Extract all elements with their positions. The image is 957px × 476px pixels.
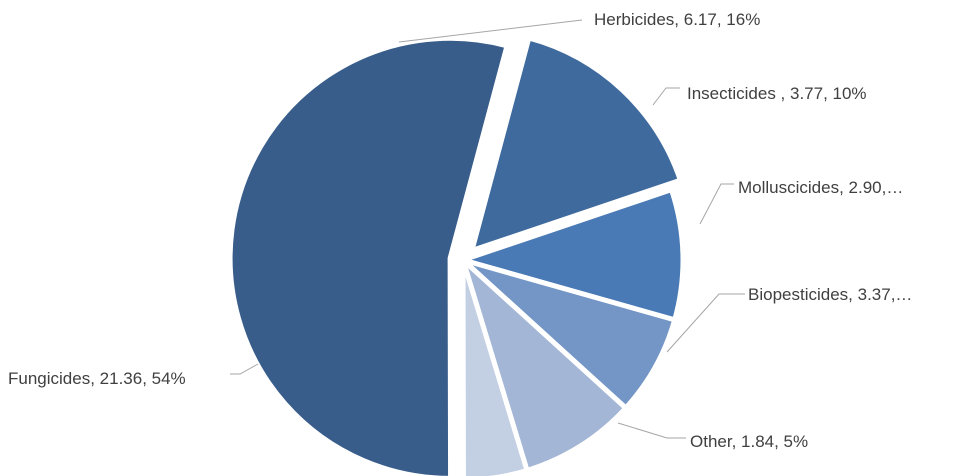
- pie-slices: [227, 35, 686, 476]
- leader-line-insecticides: [652, 87, 680, 106]
- data-label-molluscicides: Molluscicides, 2.90,…: [738, 178, 903, 197]
- pie-slice-insecticides: [460, 187, 686, 323]
- data-label-fungicides: Fungicides, 21.36, 54%: [8, 369, 186, 388]
- pie-slice-herbicides: [469, 35, 683, 254]
- pie-slice-fungicides: [227, 35, 510, 476]
- pie-labels: Herbicides, 6.17, 16% Insecticides , 3.77…: [8, 10, 912, 451]
- data-label-insecticides: Insecticides , 3.77, 10%: [687, 84, 867, 103]
- leader-line-herbicides: [398, 19, 583, 43]
- leader-line-molluscicides: [699, 183, 734, 225]
- data-label-other: Other, 1.84, 5%: [690, 432, 808, 451]
- pie-slice-other: [460, 257, 530, 476]
- leader-line-biopesticides: [666, 293, 745, 353]
- pie-slice-biopesticides: [460, 257, 629, 473]
- leader-line-fungicides: [230, 363, 259, 375]
- data-label-biopesticides: Biopesticides, 3.37,…: [748, 285, 912, 304]
- data-label-herbicides: Herbicides, 6.17, 16%: [594, 10, 760, 29]
- leader-line-other: [617, 422, 686, 439]
